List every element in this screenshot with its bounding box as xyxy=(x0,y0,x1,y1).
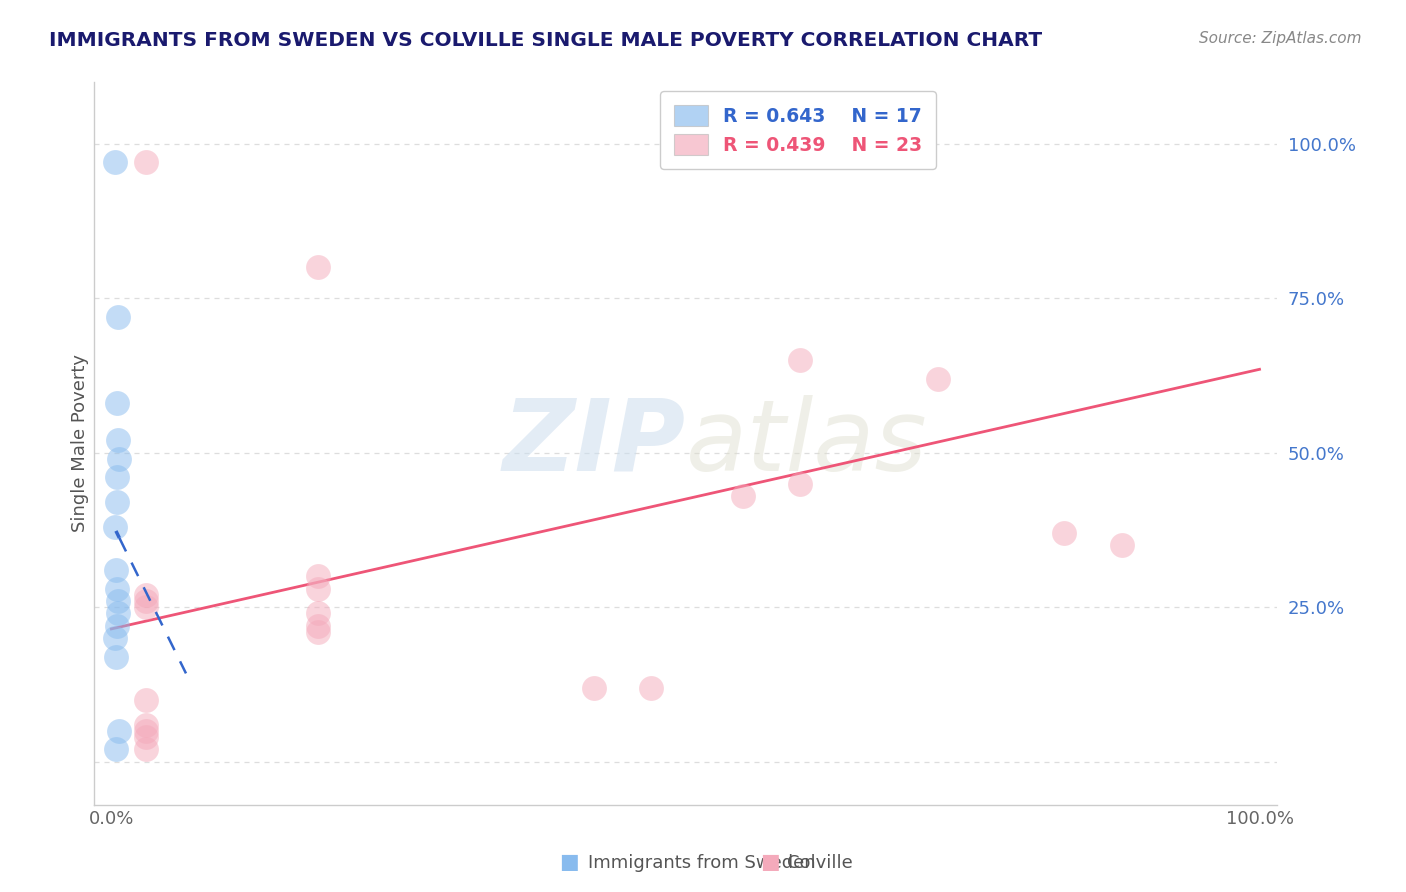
Point xyxy=(105,495,128,509)
Text: ZIP: ZIP xyxy=(502,395,686,492)
Point xyxy=(1053,526,1076,541)
Point xyxy=(108,452,131,467)
Point xyxy=(307,569,329,583)
Text: ■: ■ xyxy=(560,853,579,872)
Text: IMMIGRANTS FROM SWEDEN VS COLVILLE SINGLE MALE POVERTY CORRELATION CHART: IMMIGRANTS FROM SWEDEN VS COLVILLE SINGL… xyxy=(49,31,1042,50)
Text: Source: ZipAtlas.com: Source: ZipAtlas.com xyxy=(1198,31,1361,46)
Point xyxy=(789,353,811,368)
Point xyxy=(107,434,129,448)
Point xyxy=(105,563,128,577)
Point xyxy=(135,742,157,756)
Point xyxy=(135,730,157,744)
Y-axis label: Single Male Poverty: Single Male Poverty xyxy=(72,354,89,533)
Point xyxy=(135,723,157,738)
Point xyxy=(104,631,127,645)
Point xyxy=(789,476,811,491)
Text: Colville: Colville xyxy=(787,855,853,872)
Point xyxy=(105,470,128,484)
Text: ■: ■ xyxy=(761,853,780,872)
Point xyxy=(107,594,129,608)
Point xyxy=(307,607,329,621)
Point xyxy=(1111,539,1133,553)
Point xyxy=(640,681,662,695)
Text: atlas: atlas xyxy=(686,395,927,492)
Point xyxy=(135,717,157,731)
Point xyxy=(105,582,128,596)
Point xyxy=(731,489,754,503)
Legend: R = 0.643    N = 17, R = 0.439    N = 23: R = 0.643 N = 17, R = 0.439 N = 23 xyxy=(659,91,936,169)
Point xyxy=(307,619,329,633)
Point xyxy=(307,582,329,596)
Point xyxy=(104,155,127,169)
Point xyxy=(107,607,129,621)
Point xyxy=(135,693,157,707)
Point xyxy=(135,155,157,169)
Point xyxy=(307,260,329,275)
Point xyxy=(108,723,131,738)
Point xyxy=(105,649,128,664)
Point xyxy=(107,310,129,324)
Point xyxy=(927,371,949,385)
Text: Immigrants from Sweden: Immigrants from Sweden xyxy=(588,855,815,872)
Point xyxy=(135,594,157,608)
Point xyxy=(135,600,157,615)
Point xyxy=(105,619,128,633)
Point xyxy=(105,396,128,410)
Point xyxy=(104,742,127,756)
Point xyxy=(582,681,605,695)
Point xyxy=(307,625,329,640)
Point xyxy=(104,520,127,534)
Point xyxy=(135,588,157,602)
